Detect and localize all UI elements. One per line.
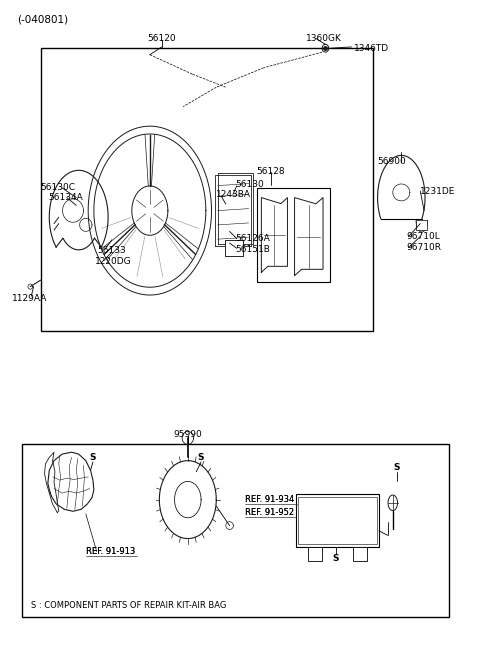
Text: S: S (198, 453, 204, 462)
Text: S: S (90, 453, 96, 462)
Text: 96710L: 96710L (406, 232, 440, 241)
Text: REF. 91-913: REF. 91-913 (86, 547, 135, 556)
Text: 56126A: 56126A (235, 234, 270, 243)
Text: (-040801): (-040801) (17, 14, 68, 24)
Text: 1129AA: 1129AA (12, 294, 48, 303)
Text: REF. 91-913: REF. 91-913 (86, 547, 135, 556)
Text: REF. 91-934: REF. 91-934 (245, 495, 294, 504)
Text: 56128: 56128 (256, 167, 285, 176)
Bar (308, 547, 322, 561)
Text: 1360GK: 1360GK (306, 34, 342, 43)
Text: 56130: 56130 (235, 180, 264, 189)
Bar (257, 188, 330, 282)
Bar (416, 220, 427, 230)
Text: S : COMPONENT PARTS OF REPAIR KIT-AIR BAG: S : COMPONENT PARTS OF REPAIR KIT-AIR BA… (31, 601, 227, 610)
Text: 1243BA: 1243BA (216, 190, 251, 199)
Text: 56151B: 56151B (235, 245, 270, 254)
Text: S: S (333, 553, 339, 563)
Bar (225, 240, 243, 256)
Bar (41, 48, 373, 331)
Text: 1346TD: 1346TD (354, 44, 389, 53)
Text: REF. 91-952: REF. 91-952 (245, 508, 294, 517)
Bar (22, 444, 449, 616)
Text: 56130C: 56130C (41, 183, 76, 193)
Text: 1220DG: 1220DG (96, 257, 132, 267)
Bar (299, 497, 377, 544)
Text: REF. 91-934: REF. 91-934 (245, 495, 294, 504)
Text: 56134A: 56134A (48, 193, 83, 202)
Text: 1231DE: 1231DE (420, 187, 456, 196)
Text: 96710R: 96710R (406, 243, 441, 252)
Bar (353, 547, 367, 561)
Bar (296, 494, 379, 547)
Text: 56120: 56120 (147, 34, 176, 43)
Text: REF. 91-952: REF. 91-952 (245, 508, 294, 517)
Text: S: S (393, 462, 400, 472)
Text: 95990: 95990 (173, 430, 202, 439)
Text: 56900: 56900 (377, 157, 406, 166)
Text: 56133: 56133 (97, 246, 126, 255)
